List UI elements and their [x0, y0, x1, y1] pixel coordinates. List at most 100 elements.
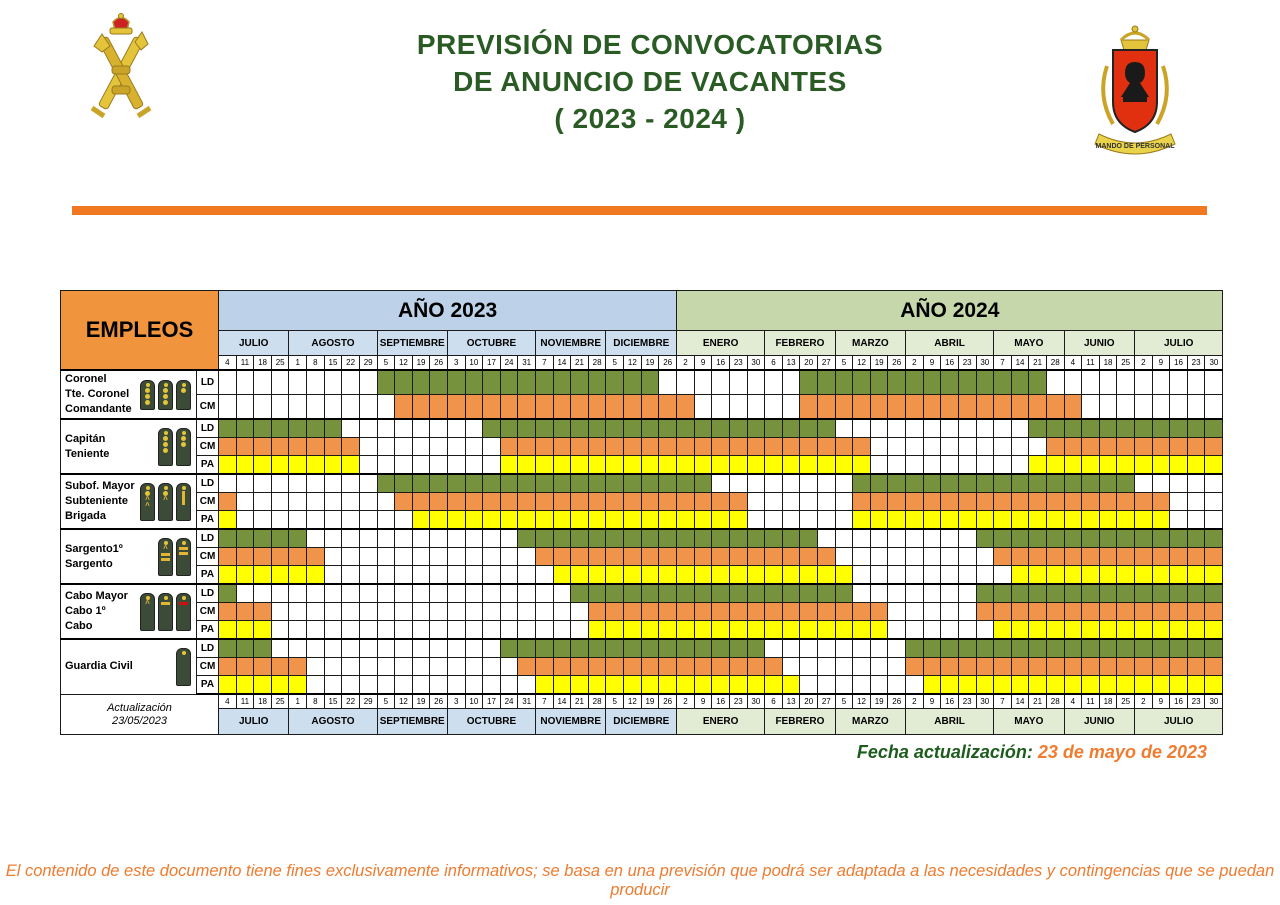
- schedule-bar-cell: [1169, 437, 1188, 456]
- rank-epaulette-icon: [158, 427, 173, 466]
- schedule-bar-cell: [781, 547, 801, 566]
- bottom-week-number: 19: [869, 693, 889, 709]
- bottom-week-number: 21: [1028, 693, 1047, 709]
- schedule-empty-cell: [376, 675, 396, 695]
- schedule-bar-cell: [623, 394, 642, 420]
- schedule-bar-cell: [746, 583, 766, 603]
- schedule-bar-cell: [869, 369, 889, 395]
- schedule-bar-cell: [1133, 455, 1153, 475]
- schedule-empty-cell: [1010, 437, 1030, 456]
- schedule-bar-cell: [394, 394, 413, 420]
- schedule-empty-cell: [993, 565, 1012, 585]
- schedule-bar-cell: [993, 583, 1012, 603]
- schedule-empty-cell: [270, 492, 290, 511]
- schedule-bar-cell: [429, 394, 448, 420]
- week-number: 5: [376, 355, 396, 371]
- schedule-bar-cell: [746, 455, 766, 475]
- schedule-empty-cell: [1186, 492, 1206, 511]
- schedule-bar-cell: [570, 369, 589, 395]
- bottom-month-header-abril: ABRIL: [905, 708, 995, 735]
- schedule-bar-cell: [623, 638, 642, 658]
- schedule-empty-cell: [746, 394, 766, 420]
- schedule-empty-cell: [940, 583, 959, 603]
- schedule-empty-cell: [517, 675, 536, 695]
- schedule-bar-cell: [429, 369, 448, 395]
- bottom-week-number: 5: [376, 693, 396, 709]
- schedule-bar-cell: [1204, 528, 1224, 548]
- schedule-bar-cell: [781, 675, 801, 695]
- schedule-empty-cell: [922, 565, 942, 585]
- schedule-empty-cell: [1081, 394, 1100, 420]
- schedule-empty-cell: [270, 369, 290, 395]
- schedule-bar-cell: [799, 455, 819, 475]
- schedule-bar-cell: [817, 583, 836, 603]
- schedule-empty-cell: [887, 565, 907, 585]
- week-number: 4: [1063, 355, 1083, 371]
- schedule-bar-cell: [587, 583, 607, 603]
- schedule-bar-cell: [1081, 473, 1100, 493]
- schedule-bar-cell: [711, 675, 730, 695]
- schedule-bar-cell: [975, 675, 995, 695]
- header-divider-bar: [72, 206, 1207, 215]
- schedule-empty-cell: [323, 473, 343, 493]
- schedule-bar-cell: [1045, 394, 1065, 420]
- schedule-bar-cell: [799, 528, 819, 548]
- schedule-bar-cell: [288, 675, 308, 695]
- schedule-bar-cell: [1081, 437, 1100, 456]
- schedule-bar-cell: [940, 510, 959, 530]
- schedule-empty-cell: [1186, 369, 1206, 395]
- schedule-bar-cell: [605, 528, 625, 548]
- schedule-empty-cell: [306, 473, 325, 493]
- schedule-empty-cell: [270, 583, 290, 603]
- rank-epaulette-icon: [176, 647, 191, 686]
- schedule-bar-cell: [658, 675, 678, 695]
- schedule-bar-cell: [1133, 620, 1153, 640]
- schedule-bar-cell: [764, 602, 783, 621]
- schedule-empty-cell: [358, 547, 378, 566]
- rank-names: Sargento1º Sargento: [65, 542, 123, 570]
- week-number: 8: [306, 355, 325, 371]
- schedule-bar-cell: [764, 583, 783, 603]
- schedule-empty-cell: [975, 620, 995, 640]
- schedule-empty-cell: [482, 657, 501, 676]
- schedule-bar-cell: [940, 492, 959, 511]
- schedule-bar-cell: [728, 657, 748, 676]
- schedule-bar-cell: [552, 547, 572, 566]
- bottom-week-number: 28: [587, 693, 607, 709]
- schedule-bar-cell: [1010, 369, 1030, 395]
- schedule-bar-cell: [1063, 528, 1083, 548]
- schedule-bar-cell: [676, 437, 695, 456]
- schedule-bar-cell: [1045, 528, 1065, 548]
- week-number: 23: [1186, 355, 1206, 371]
- schedule-empty-cell: [887, 657, 907, 676]
- schedule-bar-cell: [1151, 675, 1171, 695]
- schedule-empty-cell: [852, 547, 871, 566]
- schedule-bar-cell: [764, 565, 783, 585]
- schedule-bar-cell: [464, 510, 484, 530]
- schedule-empty-cell: [1116, 394, 1135, 420]
- schedule-bar-cell: [957, 473, 977, 493]
- schedule-bar-cell: [1010, 394, 1030, 420]
- schedule-empty-cell: [799, 675, 819, 695]
- schedule-bar-cell: [341, 455, 360, 475]
- schedule-bar-cell: [1098, 583, 1118, 603]
- bottom-week-number: 9: [1151, 693, 1171, 709]
- schedule-empty-cell: [464, 528, 484, 548]
- schedule-empty-cell: [887, 583, 907, 603]
- week-number: 31: [517, 355, 536, 371]
- schedule-bar-cell: [728, 638, 748, 658]
- schedule-bar-cell: [1169, 583, 1188, 603]
- schedule-bar-cell: [411, 510, 431, 530]
- schedule-bar-cell: [1186, 602, 1206, 621]
- schedule-empty-cell: [957, 565, 977, 585]
- rank-names: Capitán Teniente: [65, 432, 110, 460]
- schedule-empty-cell: [922, 418, 942, 438]
- schedule-bar-cell: [1151, 565, 1171, 585]
- schedule-empty-cell: [288, 620, 308, 640]
- schedule-bar-cell: [623, 583, 642, 603]
- schedule-empty-cell: [358, 565, 378, 585]
- bottom-week-number: 14: [552, 693, 572, 709]
- schedule-empty-cell: [446, 657, 466, 676]
- schedule-empty-cell: [711, 473, 730, 493]
- schedule-empty-cell: [394, 602, 413, 621]
